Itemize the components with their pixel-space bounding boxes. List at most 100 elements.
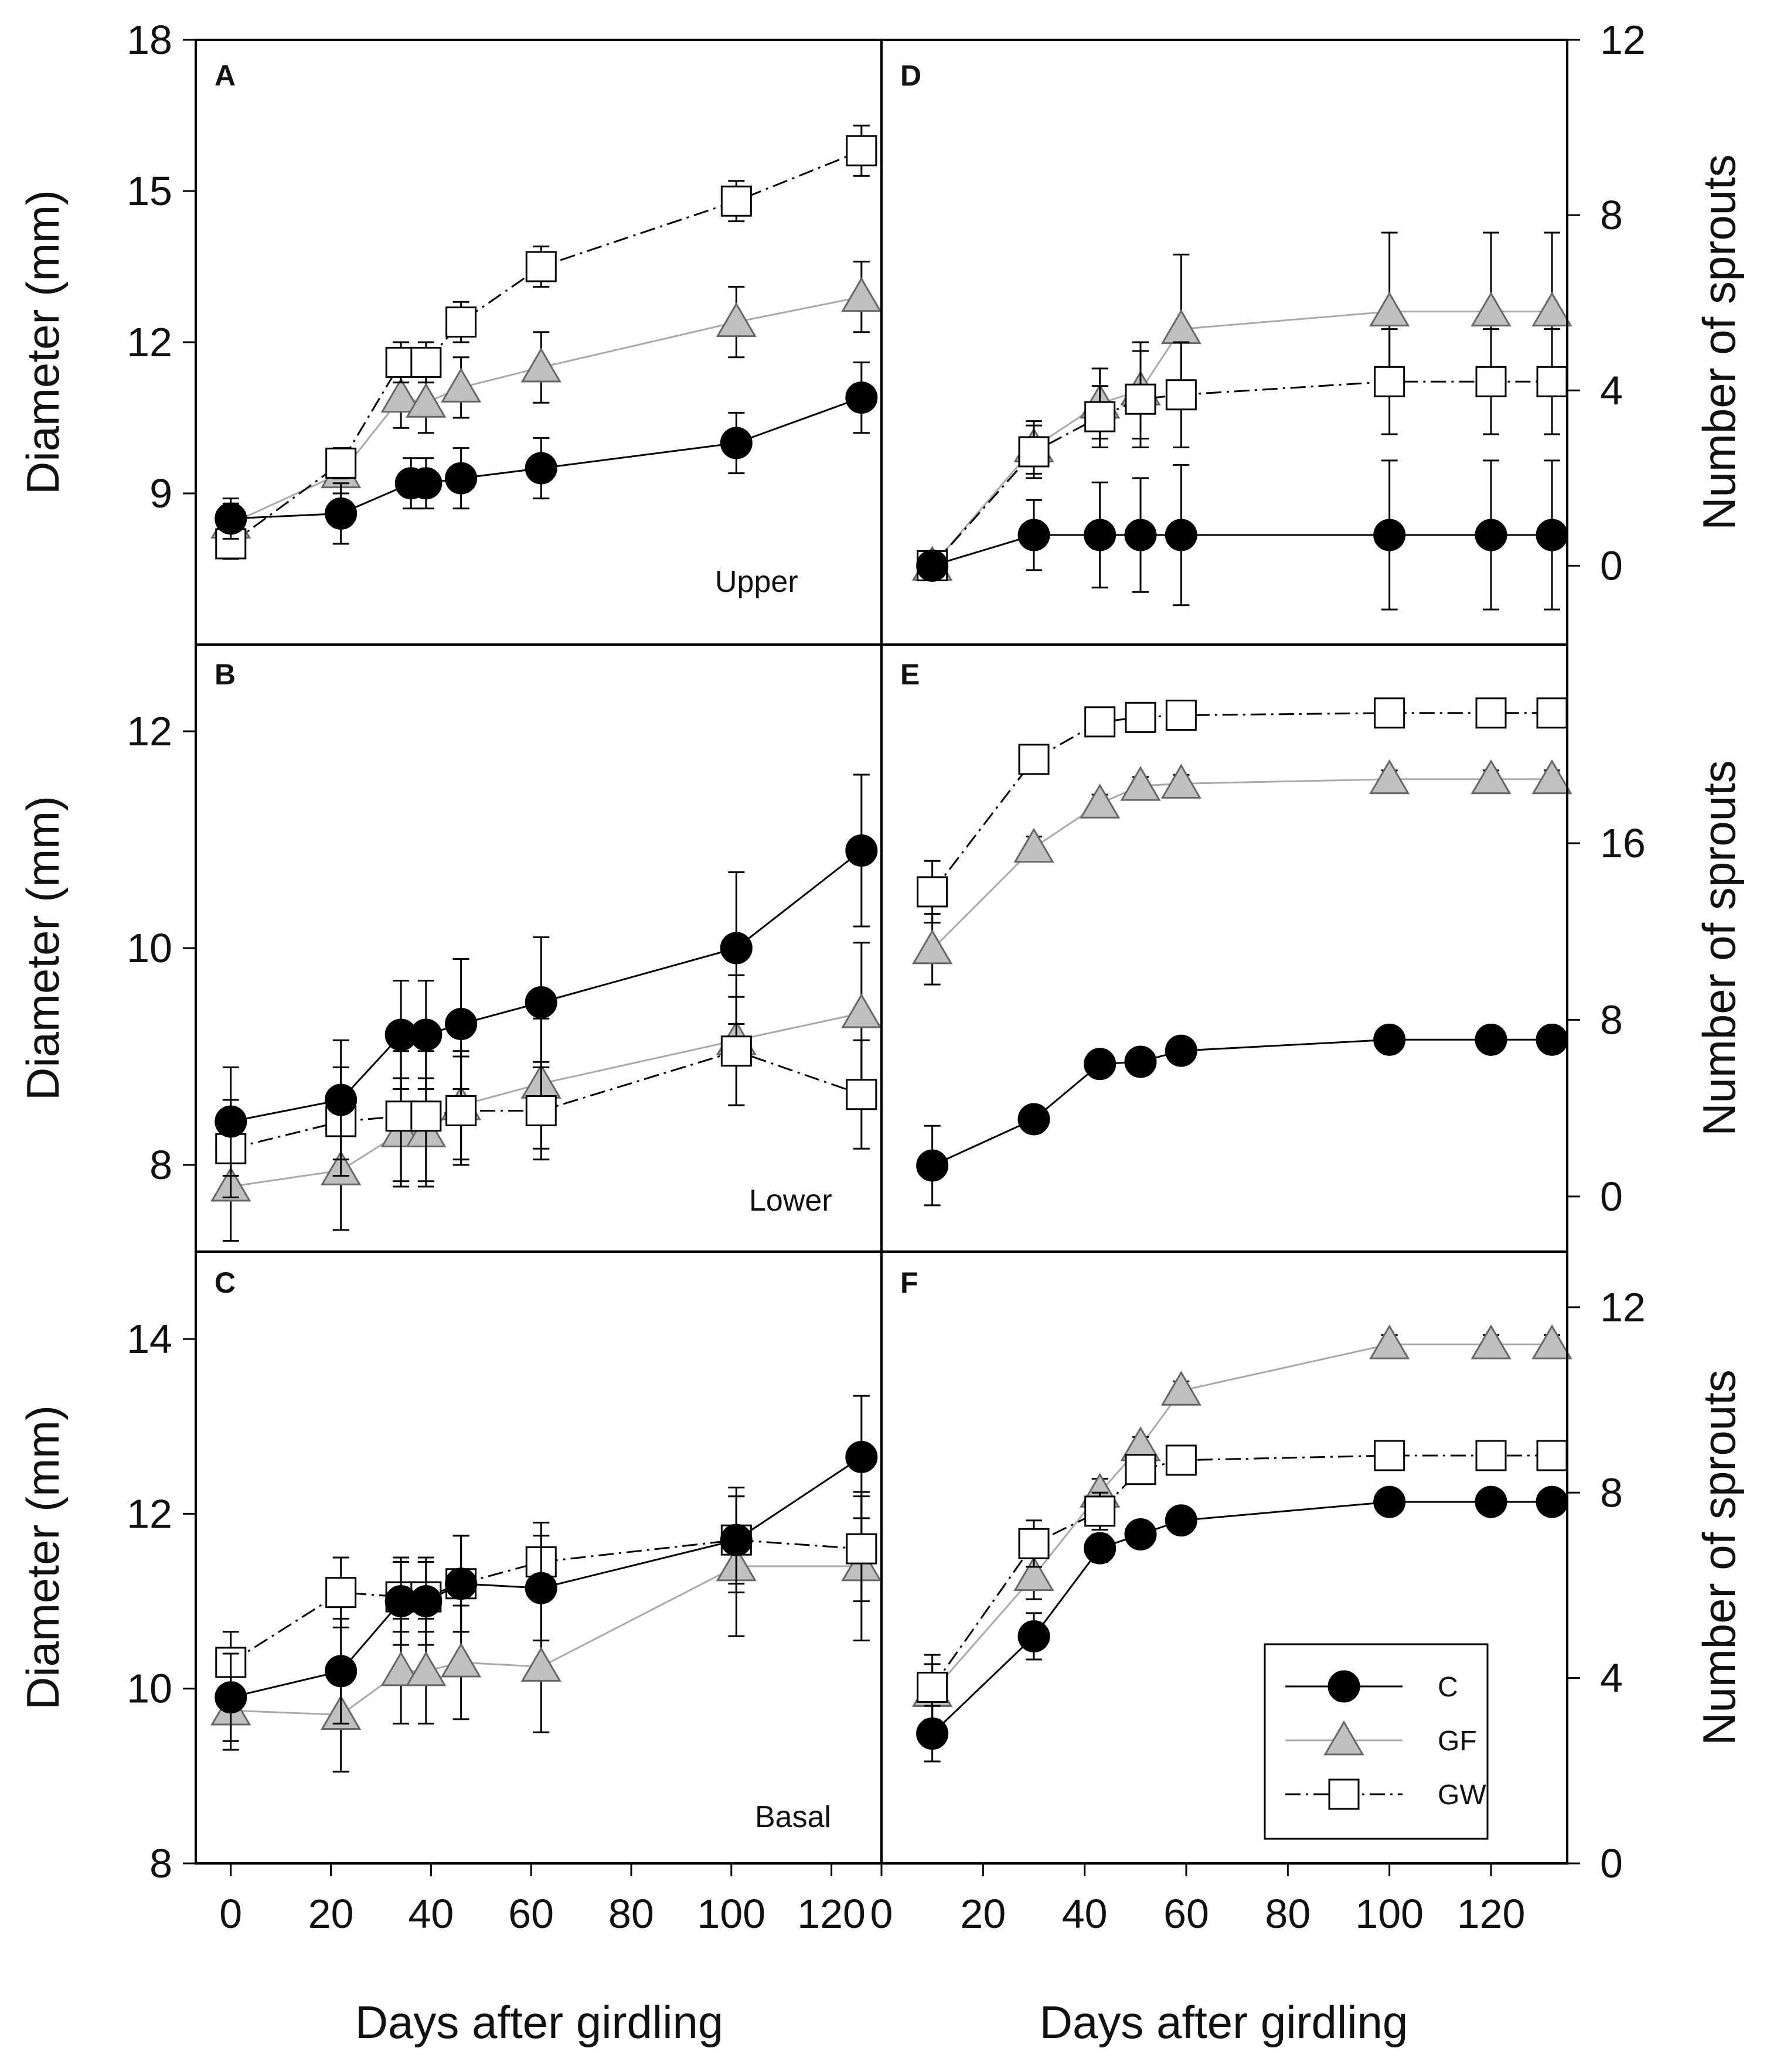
data-point-gw-f (1084, 1495, 1116, 1527)
data-point-c-c (410, 1585, 442, 1618)
data-point-c-f (1124, 1518, 1157, 1550)
data-point-c-b (525, 986, 557, 1018)
data-point-gf-e (1080, 783, 1121, 819)
data-point-c-d (1475, 519, 1507, 551)
x-tick-label-f: 20 (960, 1891, 1006, 1937)
legend-label-gf: GF (1438, 1726, 1477, 1757)
data-point-c-f (1536, 1485, 1568, 1518)
data-point-c-d (1373, 519, 1406, 551)
data-point-gw-c (325, 1577, 357, 1608)
data-point-gw-d (1475, 366, 1507, 397)
y-tick-label-d: 4 (1600, 367, 1623, 413)
data-point-gw-f (1018, 1528, 1050, 1559)
data-point-gw-c (846, 1533, 877, 1565)
data-point-gf-f (1531, 1324, 1572, 1359)
x-axis-title-left: Days after girdling (355, 1996, 724, 2048)
data-point-c-a (325, 497, 358, 530)
data-point-c-b (445, 1008, 478, 1040)
data-point-gw-a (525, 251, 557, 282)
data-point-gf-b (841, 993, 882, 1028)
data-point-gf-e (1369, 759, 1410, 795)
data-point-gf-e (912, 929, 953, 965)
y-tick-label-b: 10 (127, 925, 172, 971)
data-point-gw-a (325, 447, 357, 479)
legend-label-gw: GW (1438, 1780, 1486, 1811)
data-point-gf-f (1160, 1371, 1201, 1406)
data-point-gw-e (1084, 706, 1116, 738)
data-point-gw-f (1125, 1454, 1156, 1485)
data-point-c-f (1373, 1485, 1406, 1518)
series-line-c-f (931, 1501, 1552, 1734)
x-tick-label-f: 40 (1062, 1891, 1108, 1937)
data-point-c-d (1165, 519, 1197, 551)
panel-label-d: D (900, 59, 921, 92)
data-point-gw-b (720, 1035, 752, 1067)
y-tick-label-a: 9 (149, 471, 172, 516)
y-axis-title-e: Number of sprouts (1693, 760, 1745, 1136)
data-point-c-e (1536, 1023, 1568, 1056)
x-axis-title-right: Days after girdling (1040, 1996, 1408, 2048)
data-point-gf-f (1369, 1324, 1410, 1359)
data-point-gf-a (441, 367, 482, 403)
data-point-gw-b (846, 1079, 877, 1110)
y-axis-title-c: Diameter (mm) (17, 1405, 69, 1710)
x-tick-label-c: 100 (697, 1891, 765, 1937)
data-point-gf-c (441, 1642, 482, 1678)
data-point-gw-a (720, 185, 752, 217)
x-tick-label-f: 100 (1355, 1891, 1424, 1937)
data-point-c-b (215, 1105, 247, 1138)
data-point-gf-c (380, 1651, 421, 1686)
panel-labels: A B C D E F Upper Lower Basal (215, 59, 921, 1834)
data-point-gf-a (406, 383, 447, 418)
y-tick-label-d: 12 (1600, 17, 1646, 63)
panel-label-b: B (215, 658, 236, 691)
data-point-gw-f (1536, 1440, 1568, 1471)
data-point-gw-f (1374, 1440, 1405, 1471)
y-tick-label-d: 8 (1600, 192, 1623, 238)
y-tick-label-a: 15 (127, 168, 172, 214)
data-point-gw-a (846, 135, 877, 166)
data-point-gw-a (410, 346, 442, 378)
legend-marker-gw (1328, 1778, 1360, 1810)
position-label-basal: Basal (755, 1800, 831, 1834)
x-tick-label-c: 60 (508, 1891, 554, 1937)
y-axis-title-a: Diameter (mm) (17, 190, 69, 495)
data-point-gw-d (1125, 383, 1156, 415)
data-point-gf-e (1471, 759, 1512, 795)
position-label-upper: Upper (715, 565, 798, 599)
legend-label-c: C (1438, 1672, 1458, 1703)
y-tick-label-f: 8 (1600, 1470, 1623, 1515)
x-tick-label-c: 80 (608, 1891, 654, 1937)
x-tick-label-c: 0 (219, 1891, 242, 1937)
data-point-c-f (1084, 1532, 1117, 1565)
y-tick-label-e: 0 (1600, 1174, 1623, 1219)
data-point-gf-d (1471, 291, 1512, 327)
data-point-gw-e (1536, 697, 1568, 729)
data-point-gw-e (917, 876, 948, 908)
data-point-c-d (1536, 519, 1568, 551)
data-point-gw-d (1165, 379, 1197, 411)
series-line-gf-f (931, 1343, 1552, 1693)
series-line-gw-c (230, 1539, 862, 1664)
data-point-c-b (845, 834, 878, 867)
y-axis-title-b: Diameter (mm) (17, 796, 69, 1100)
data-point-gf-a (380, 377, 421, 413)
data-point-c-b (720, 932, 753, 965)
y-tick-label-c: 8 (149, 1841, 172, 1886)
data-point-c-a (410, 467, 442, 500)
data-point-gw-e (1125, 701, 1156, 733)
data-point-c-e (1124, 1045, 1157, 1078)
data-point-gf-e (1531, 759, 1572, 795)
x-tick-label-f: 120 (1457, 1891, 1526, 1937)
x-tick-label-c: 20 (308, 1891, 354, 1937)
y-tick-label-d: 0 (1600, 543, 1623, 588)
data-point-gf-a (841, 277, 882, 312)
series-line-gf-c (230, 1565, 862, 1716)
y-tick-label-f: 12 (1600, 1284, 1646, 1330)
data-point-gf-e (1120, 766, 1161, 801)
data-point-c-a (845, 381, 878, 414)
data-point-gw-f (917, 1671, 948, 1703)
data-point-gw-d (1018, 436, 1050, 468)
y-tick-label-f: 0 (1600, 1841, 1623, 1886)
data-point-c-e (1017, 1103, 1050, 1136)
